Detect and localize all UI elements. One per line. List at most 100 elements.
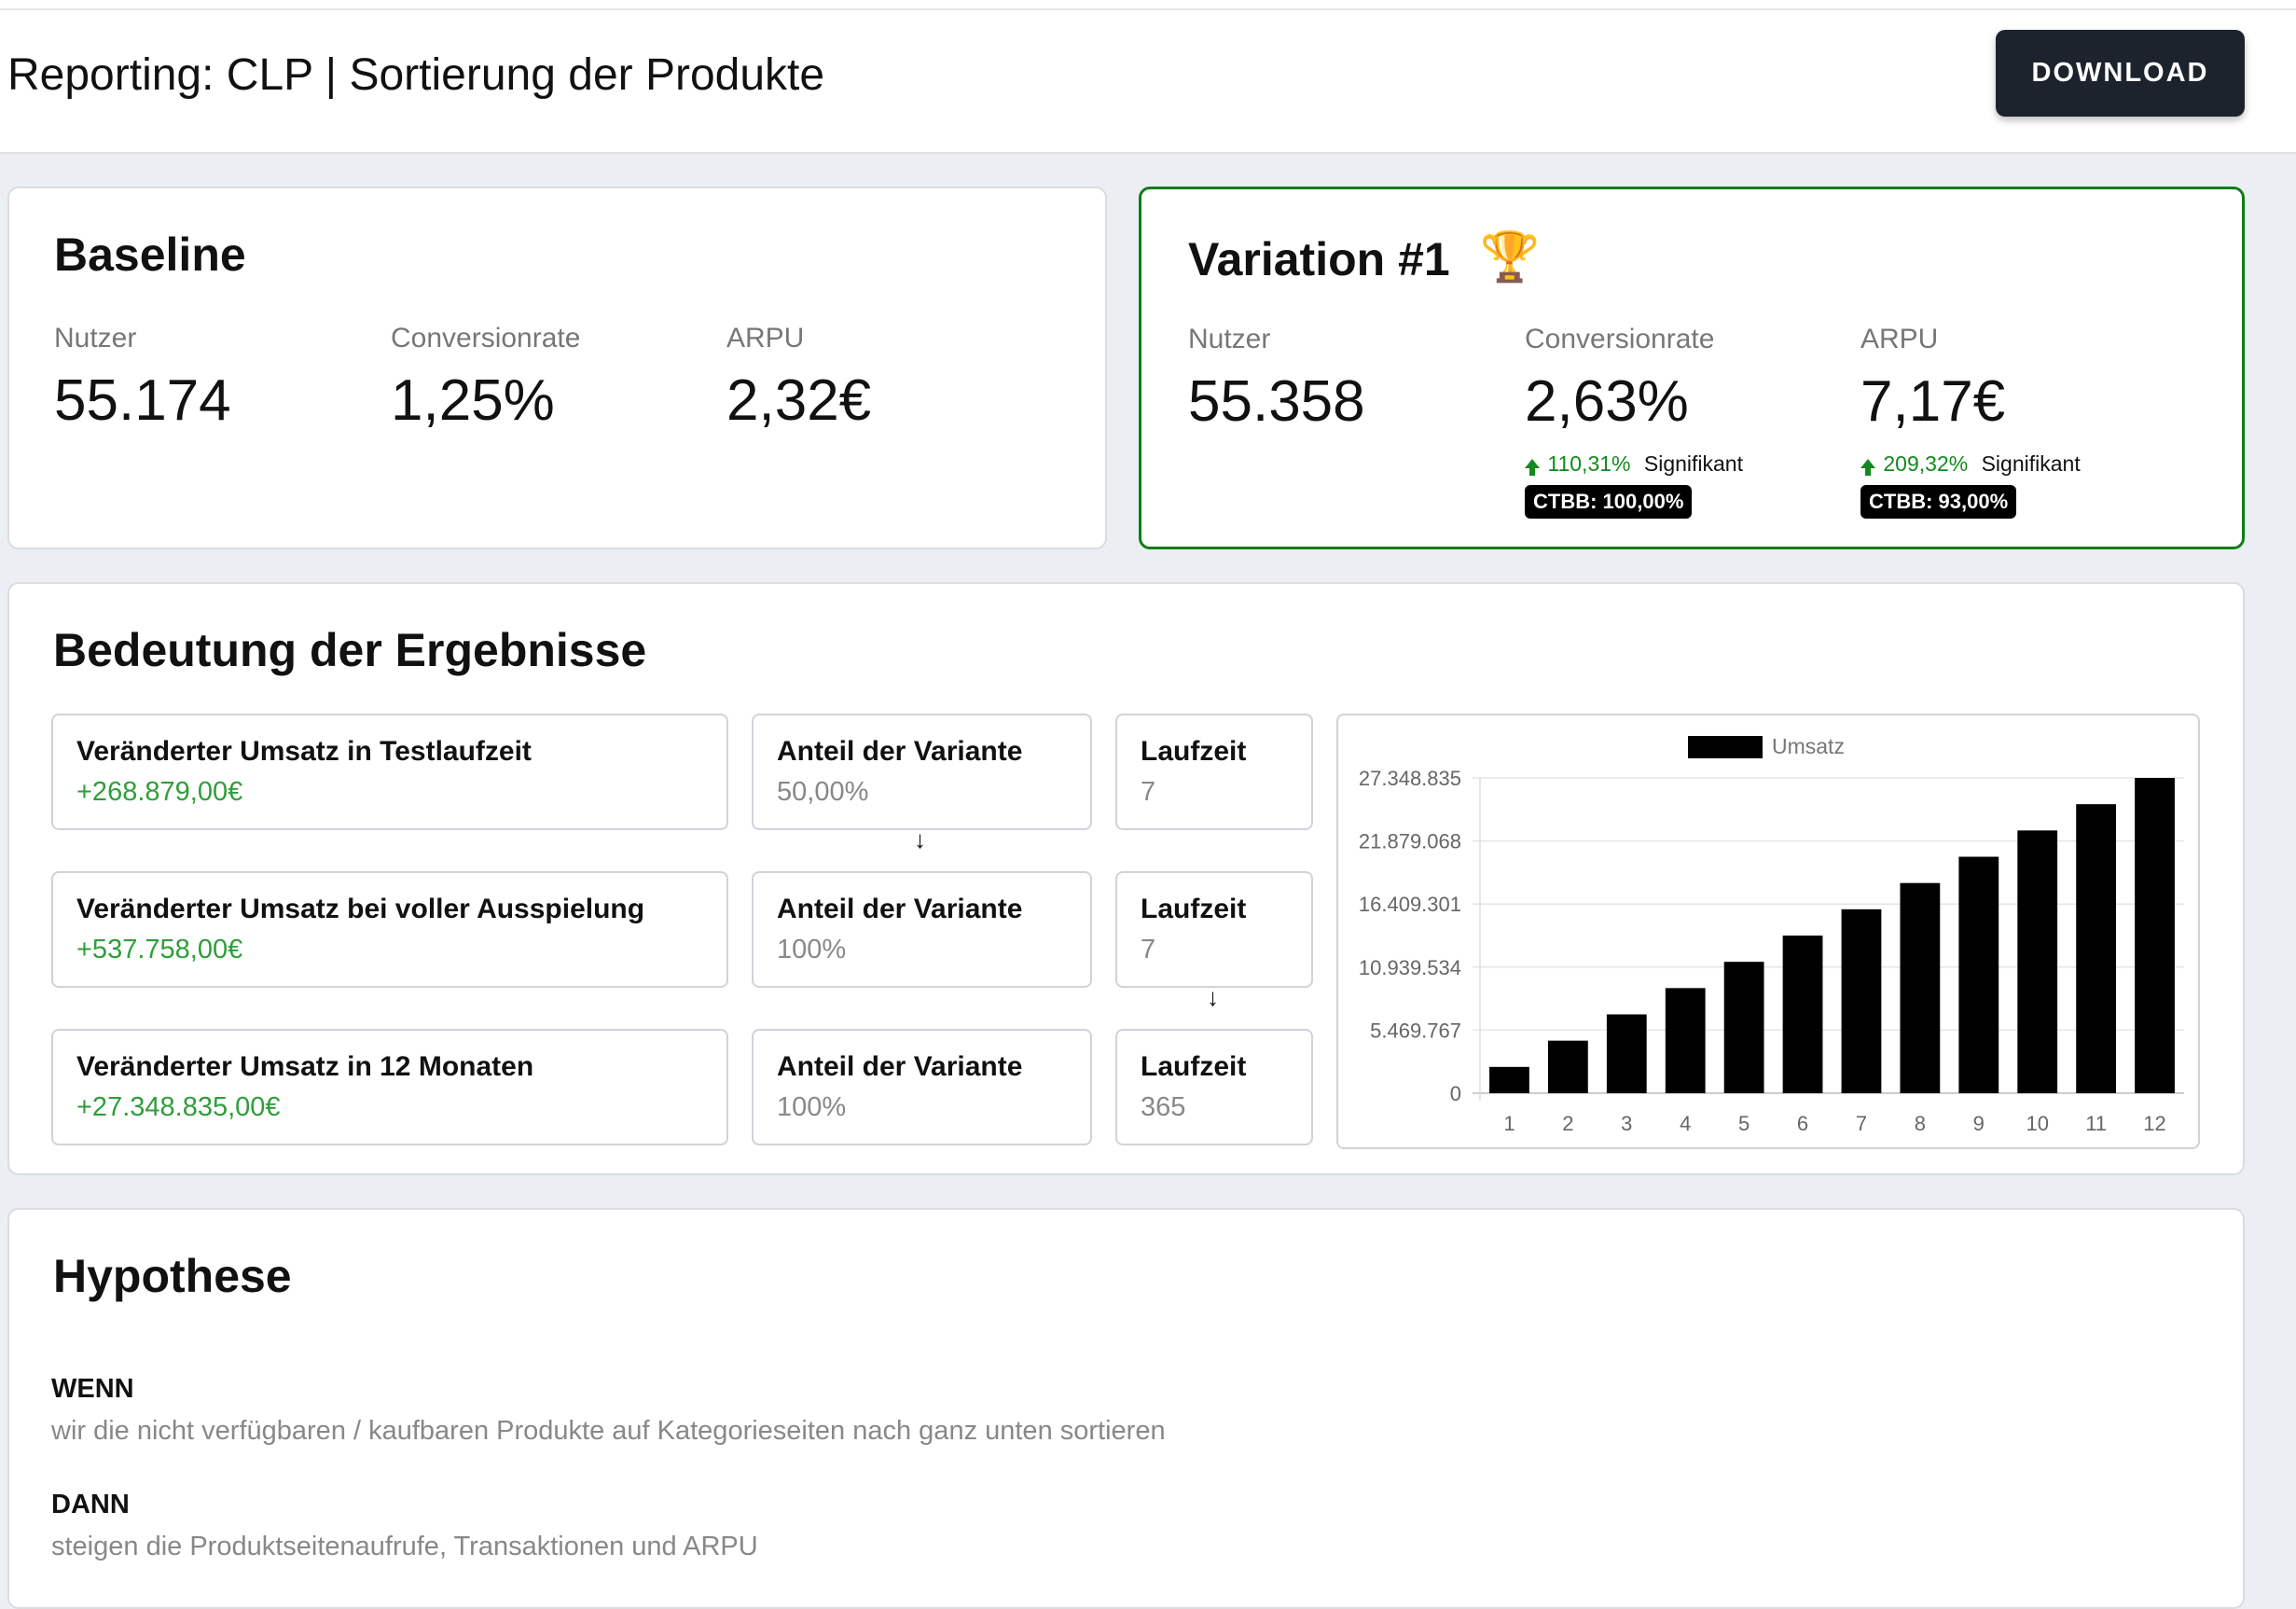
umsatz-value: +27.348.835,00€ [76,1092,281,1122]
umsatz-box: Veränderter Umsatz in Testlaufzeit +268.… [51,714,728,830]
variation-card: Variation #1 🏆 Nutzer 55.358 Conversionr… [1139,187,2245,549]
hypothesis-title: Hypothese [53,1250,292,1302]
chart-bar[interactable] [1606,1014,1647,1094]
anteil-label: Anteil der Variante [777,894,1023,924]
variation-metric-conversion: Conversionrate 2,63% [1525,324,1714,435]
x-tick-label: 3 [1621,1112,1632,1135]
umsatz-chart-panel: 0 5.469.767 10.939.534 16.409.301 21.879.068… [1336,714,2200,1149]
umsatz-label: Veränderter Umsatz in 12 Monaten [76,1051,534,1082]
x-tick-label: 5 [1738,1112,1750,1135]
anteil-value: 50,00% [777,777,869,807]
variation-title: Variation #1 🏆 [1188,229,1540,286]
baseline-metric-users: Nutzer 55.174 [54,323,231,434]
laufzeit-label: Laufzeit [1141,736,1247,767]
x-tick-label: 4 [1680,1112,1691,1135]
umsatz-label: Veränderter Umsatz in Testlaufzeit [76,736,532,767]
conversion-delta: 110,31% Signifikant [1525,451,1743,477]
metric-label: Conversionrate [1525,324,1715,354]
umsatz-value: +268.879,00€ [76,777,243,807]
ctbb-badge: CTBB: 93,00% [1860,485,2017,519]
x-tick-label: 7 [1856,1112,1867,1135]
baseline-card: Baseline Nutzer 55.174 Conversionrate 1,… [7,187,1107,549]
trophy-icon: 🏆 [1479,230,1541,284]
metric-label: Nutzer [1188,324,1271,354]
x-tick-label: 2 [1562,1112,1573,1135]
metric-label: Nutzer [54,323,137,354]
y-tick-label: 21.879.068 [1359,830,1461,853]
metric-value: 55.358 [1188,369,1365,434]
chart-bar[interactable] [1665,988,1706,1093]
chart-bar[interactable] [2076,804,2117,1093]
chart-bar[interactable] [1958,856,1999,1094]
anteil-box: Anteil der Variante 50,00% [752,714,1092,830]
wenn-label: WENN [51,1374,134,1404]
x-tick-label: 11 [2085,1112,2107,1135]
metric-label: ARPU [726,323,805,354]
metric-value: 55.174 [54,368,231,433]
legend-swatch [1688,736,1763,758]
umsatz-box: Veränderter Umsatz bei voller Ausspielun… [51,871,728,988]
anteil-label: Anteil der Variante [777,736,1023,767]
y-tick-label: 0 [1450,1082,1461,1105]
laufzeit-value: 365 [1141,1092,1186,1122]
metric-value: 2,63% [1525,369,1689,434]
top-strip [0,0,2296,10]
chart-bar[interactable] [1841,909,1882,1093]
metric-value: 1,25% [391,368,555,433]
significance-label: Signifikant [1981,451,2081,476]
dann-label: DANN [51,1490,130,1519]
chart-bar[interactable] [1900,882,1941,1093]
baseline-title: Baseline [54,229,246,281]
laufzeit-label: Laufzeit [1141,1051,1247,1082]
y-tick-label: 10.939.534 [1359,956,1461,979]
chart-bar[interactable] [1723,962,1764,1093]
variation-title-text: Variation #1 [1188,233,1450,285]
arrow-up-icon [1860,459,1875,476]
chart-bar[interactable] [1489,1066,1529,1093]
delta-value: 209,32% [1883,451,1969,476]
variation-metric-users: Nutzer 55.358 [1188,324,1365,435]
umsatz-box: Veränderter Umsatz in 12 Monaten +27.348… [51,1029,728,1145]
x-tick-label: 12 [2143,1112,2165,1135]
anteil-label: Anteil der Variante [777,1051,1023,1082]
dann-text: steigen die Produktseitenaufrufe, Transa… [51,1532,758,1561]
x-tick-label: 8 [1915,1112,1926,1135]
anteil-box: Anteil der Variante 100% [752,1029,1092,1145]
wenn-text: wir die nicht verfügbaren / kaufbaren Pr… [51,1416,1166,1446]
metric-label: ARPU [1860,324,1939,354]
arrow-up-icon [1525,459,1540,476]
results-title: Bedeutung der Ergebnisse [53,624,647,676]
x-tick-label: 6 [1797,1112,1808,1135]
laufzeit-box: Laufzeit 365 [1115,1029,1313,1145]
chart-bar[interactable] [2135,778,2175,1093]
arpu-delta: 209,32% Signifikant [1860,451,2081,477]
x-tick-label: 10 [2026,1112,2048,1135]
variation-metric-arpu: ARPU 7,17€ [1860,324,2005,435]
anteil-value: 100% [777,935,847,964]
metric-value: 7,17€ [1860,369,2006,434]
ctbb-badge: CTBB: 100,00% [1525,485,1693,519]
y-tick-label: 5.469.767 [1370,1019,1461,1042]
laufzeit-label: Laufzeit [1141,894,1247,924]
metric-value: 2,32€ [726,368,872,433]
chart-bar[interactable] [1547,1040,1588,1093]
download-button[interactable]: DOWNLOAD [1996,30,2245,117]
laufzeit-box: Laufzeit 7 [1115,714,1313,830]
umsatz-value: +537.758,00€ [76,935,243,964]
page-title: Reporting: CLP | Sortierung der Produkte [7,50,825,100]
laufzeit-box: Laufzeit 7 [1115,871,1313,988]
arrow-down-icon: ↓ [1207,983,1219,1011]
hypothesis-card: Hypothese [7,1208,2245,1609]
baseline-metric-conversion: Conversionrate 1,25% [391,323,580,434]
laufzeit-value: 7 [1141,935,1156,964]
umsatz-bar-chart: 0 5.469.767 10.939.534 16.409.301 21.879.068… [1359,734,2184,1135]
significance-label: Signifikant [1643,451,1743,476]
anteil-box: Anteil der Variante 100% [752,871,1092,988]
y-tick-label: 27.348.835 [1359,767,1461,790]
chart-bar[interactable] [2017,830,2058,1093]
laufzeit-value: 7 [1141,777,1156,807]
chart-bar[interactable] [1782,936,1823,1093]
baseline-metric-arpu: ARPU 2,32€ [726,323,871,434]
page-header: Reporting: CLP | Sortierung der Produkte… [0,10,2296,154]
y-tick-label: 16.409.301 [1359,893,1461,916]
